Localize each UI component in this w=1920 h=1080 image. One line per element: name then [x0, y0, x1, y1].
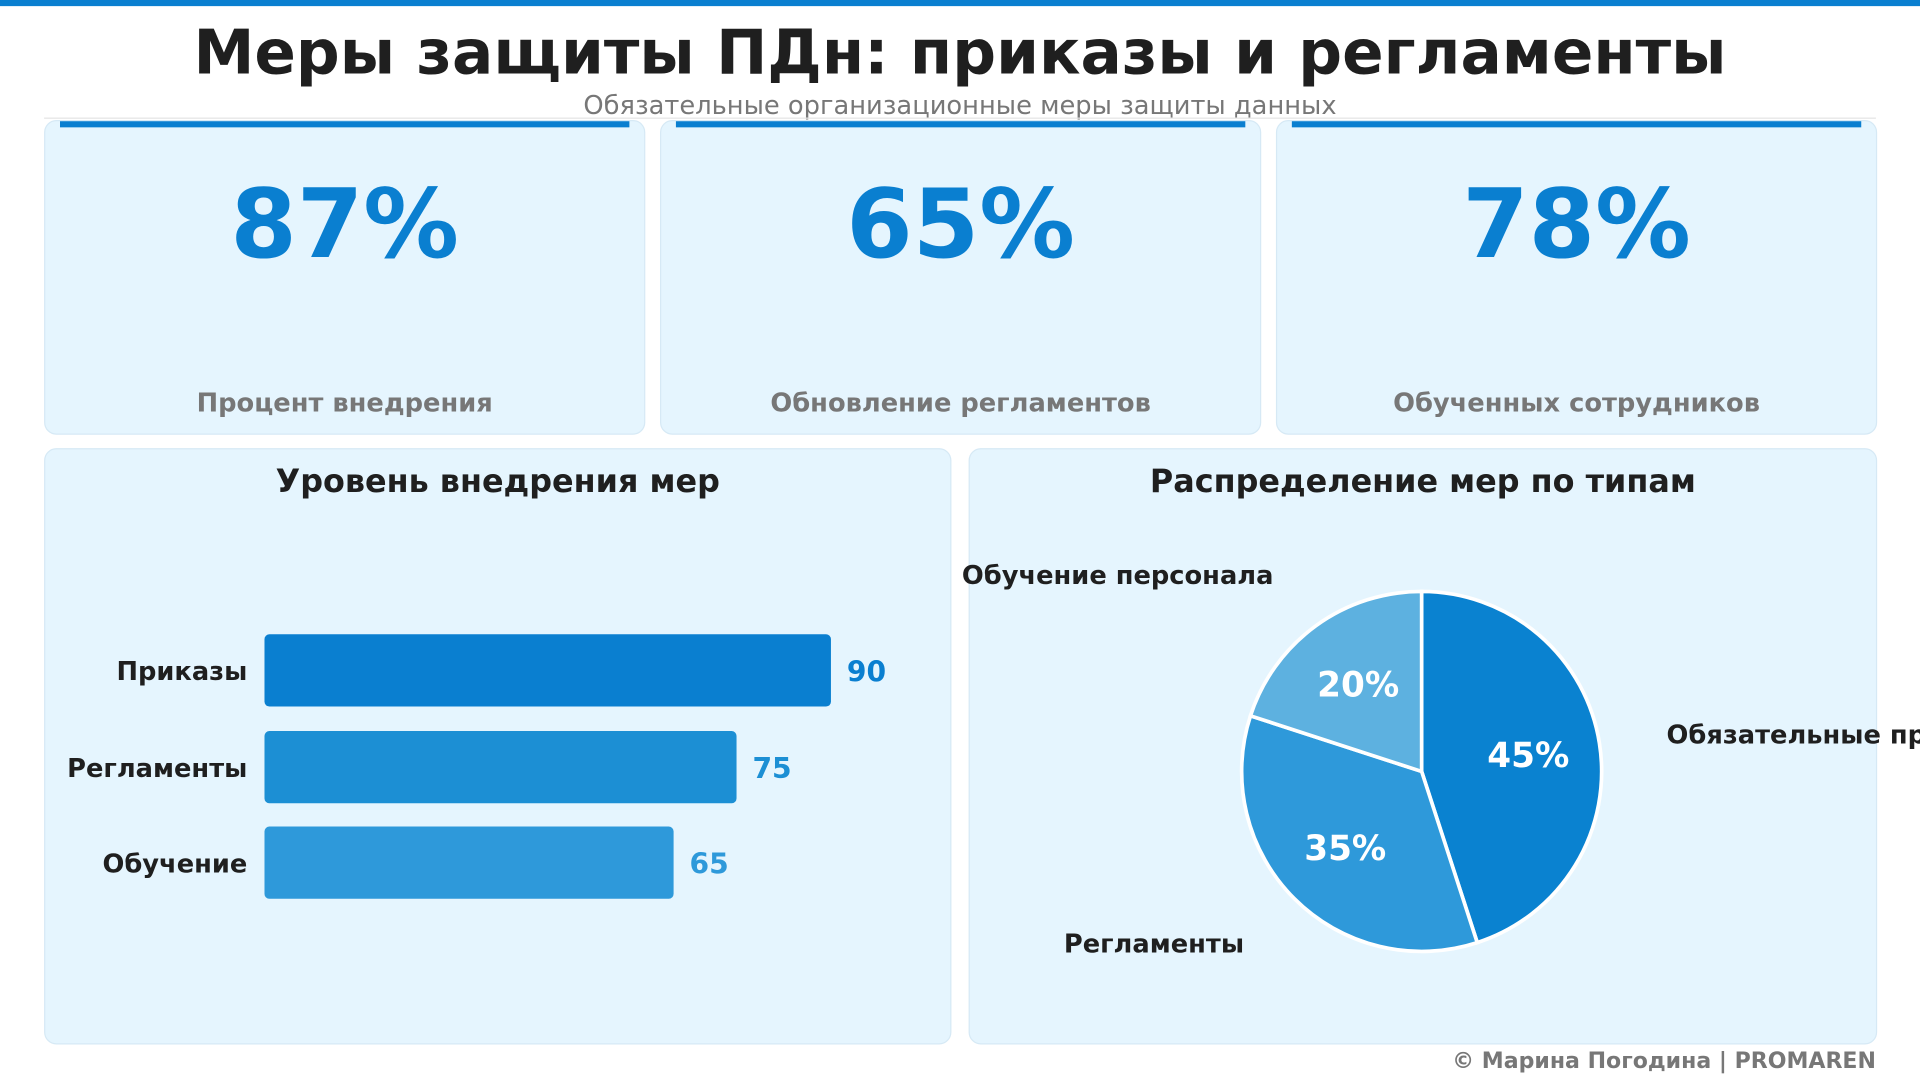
- kpi-label: Процент внедрения: [196, 388, 493, 418]
- bar-2: [264, 826, 674, 899]
- bar-1: [264, 731, 737, 804]
- top-accent-bar: [0, 0, 1920, 7]
- pie-slice-1: [1239, 713, 1480, 954]
- bar-category-label: Регламенты: [67, 754, 247, 784]
- pie-percent-label: 20%: [1317, 665, 1399, 705]
- kpi-value: 78%: [1462, 170, 1691, 281]
- kpi-label: Обновление регламентов: [770, 388, 1151, 418]
- pie-chart-title: Распределение мер по типам: [1149, 464, 1696, 501]
- bar-category-label: Обучение: [103, 849, 248, 879]
- page-subtitle: Обязательные организационные меры защиты…: [583, 90, 1337, 121]
- page-title: Меры защиты ПДн: приказы и регламенты: [193, 17, 1727, 89]
- pie-category-label: Обязательные приказы: [1667, 720, 1920, 750]
- pie-percent-label: 45%: [1487, 736, 1569, 776]
- kpi-accent: [60, 121, 630, 128]
- bar-value-label: 65: [690, 848, 729, 881]
- footer-credit: © Марина Погодина | PROMAREN: [1452, 1048, 1876, 1074]
- bar-value-label: 75: [752, 752, 791, 785]
- bar-category-label: Приказы: [116, 657, 247, 687]
- kpi-accent: [1291, 121, 1862, 128]
- kpi-card-implementation: 87% Процент внедрения: [44, 120, 646, 435]
- pie-slice-2: [1248, 589, 1424, 774]
- pie-category-label: Обучение персонала: [962, 561, 1274, 591]
- bar-0: [264, 634, 831, 707]
- kpi-label: Обученных сотрудников: [1393, 388, 1761, 418]
- kpi-value: 87%: [230, 170, 459, 281]
- bar-chart-title: Уровень внедрения мер: [275, 464, 720, 501]
- divider: [44, 117, 1876, 119]
- kpi-card-training: 78% Обученных сотрудников: [1275, 120, 1878, 435]
- pie-percent-label: 35%: [1304, 829, 1386, 869]
- kpi-accent: [675, 121, 1246, 128]
- kpi-card-regulations: 65% Обновление регламентов: [660, 120, 1262, 435]
- bar-value-label: 90: [847, 655, 886, 688]
- pie-category-label: Регламенты: [1064, 930, 1244, 960]
- pie-slice-0: [1419, 589, 1604, 945]
- kpi-value: 65%: [846, 170, 1075, 281]
